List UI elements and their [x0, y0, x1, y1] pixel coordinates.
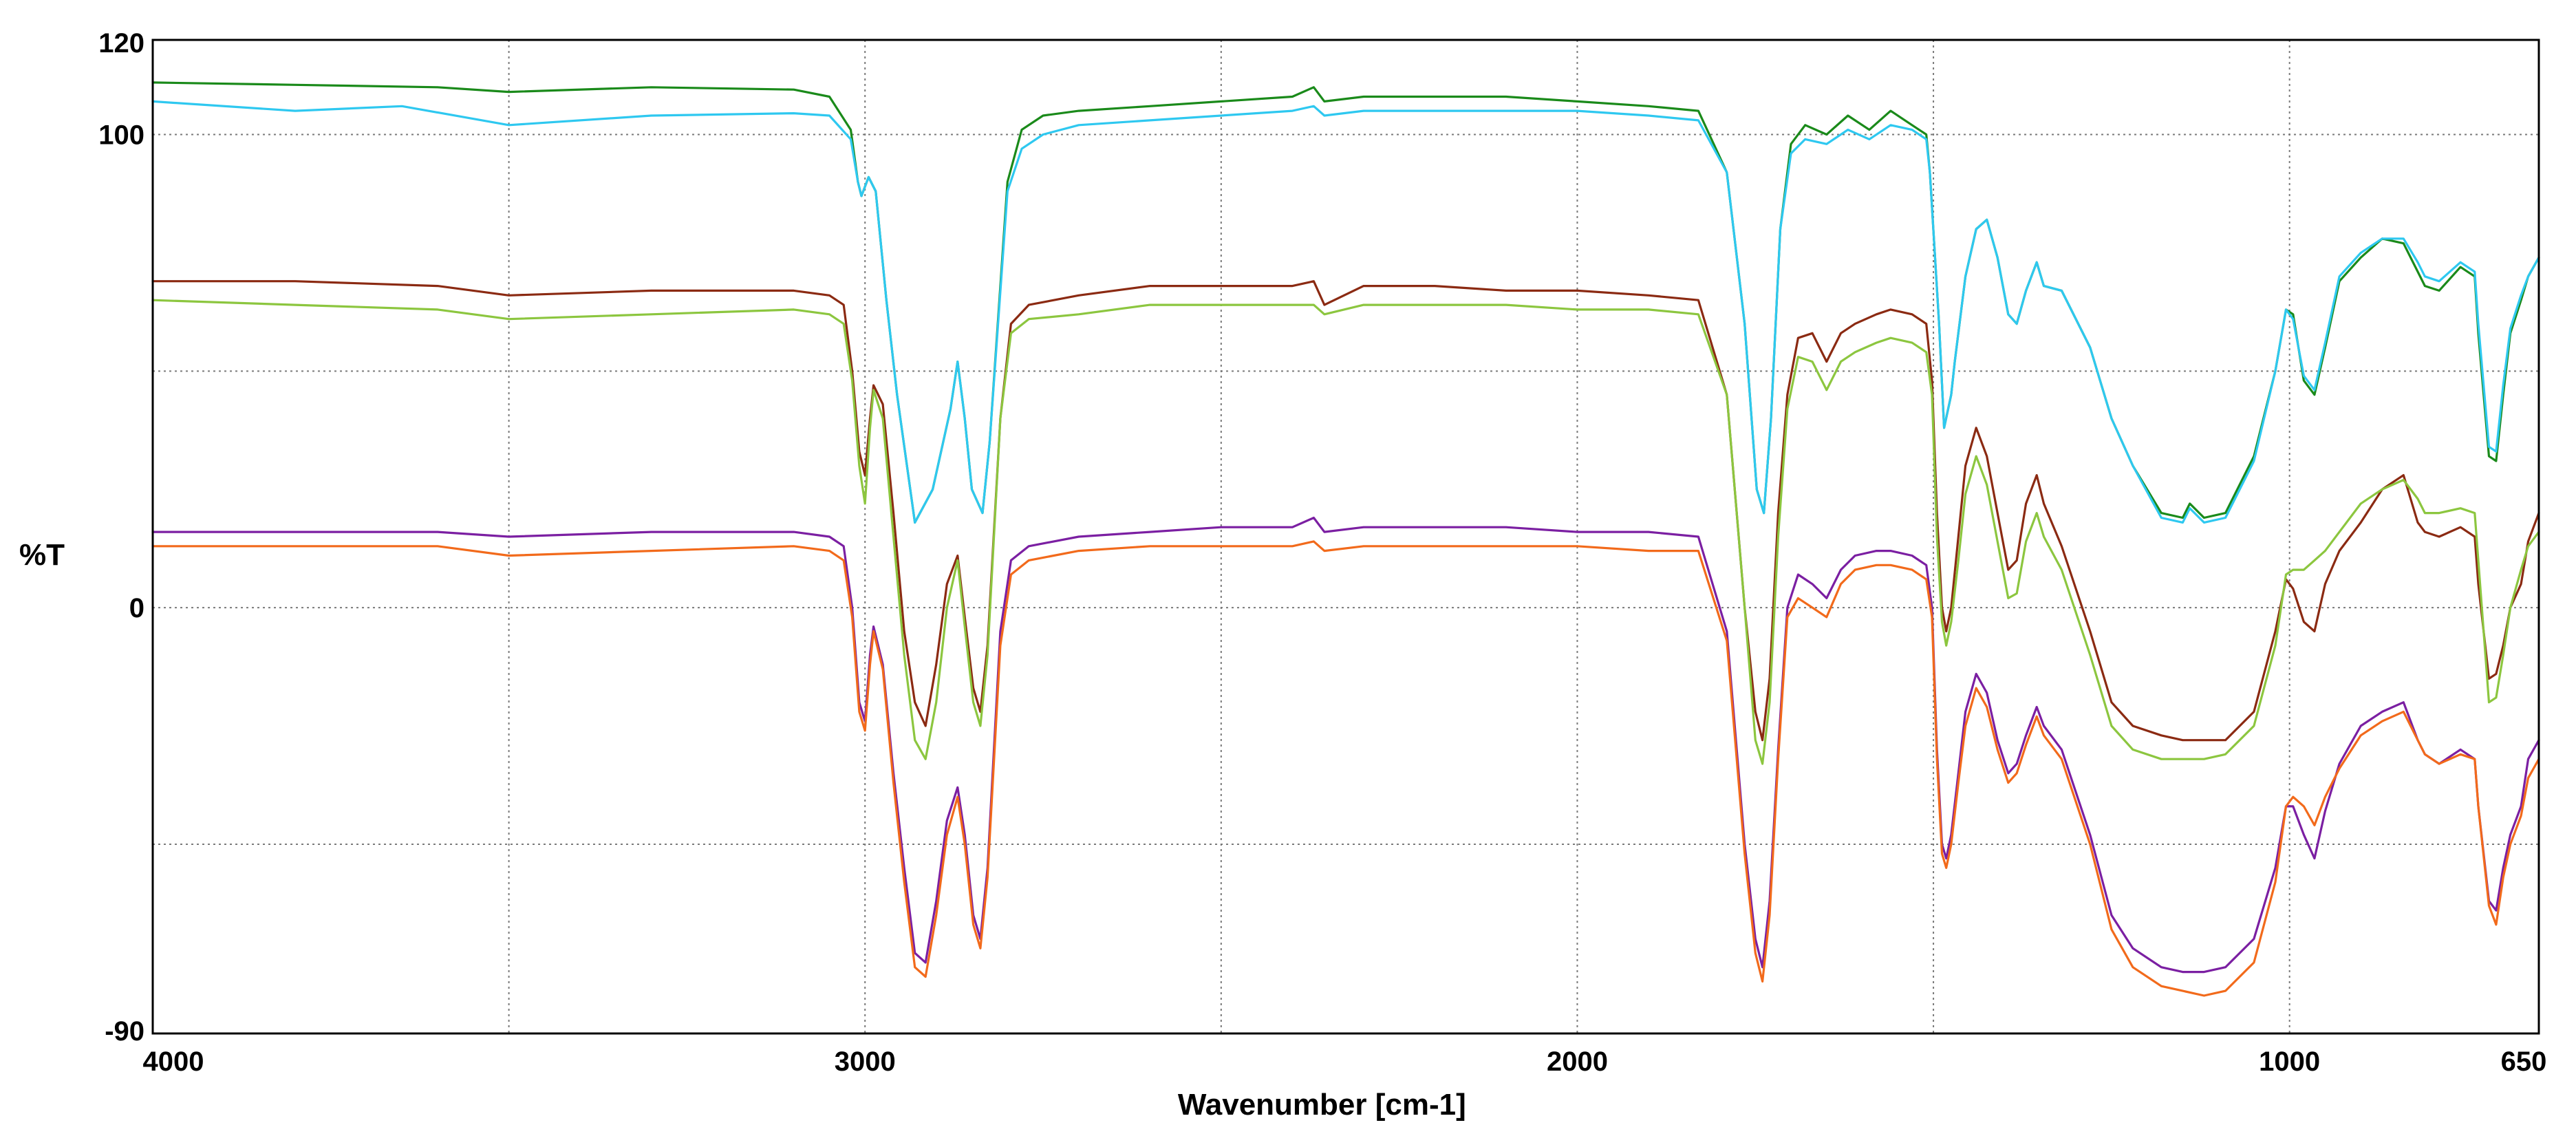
grid-lines — [153, 40, 2539, 1033]
series-line-5 — [151, 516, 2540, 974]
series-line-3 — [151, 280, 2540, 742]
x-axis-title: Wavenumber [cm-1] — [1178, 1088, 1466, 1122]
x-tick-label: 4000 — [143, 1047, 204, 1077]
y-tick-label: 120 — [98, 28, 144, 58]
series-line-2 — [151, 100, 2540, 524]
series-line-4 — [151, 299, 2540, 765]
series-line-6 — [151, 540, 2540, 997]
plot-frame — [151, 39, 2540, 1035]
y-tick-label: 100 — [98, 120, 144, 151]
series-layer — [151, 81, 2540, 997]
y-tick-label: -90 — [105, 1016, 144, 1047]
x-tick-label: 1000 — [2259, 1047, 2320, 1077]
x-axis-ticks: 4000 3000 2000 1000 650 — [143, 1047, 2547, 1077]
y-axis-title: %T — [19, 538, 65, 572]
x-tick-label: 2000 — [1547, 1047, 1608, 1077]
x-tick-label: 3000 — [835, 1047, 896, 1077]
x-tick-label: 650 — [2501, 1047, 2547, 1077]
y-axis-ticks: 120 100 0 -90 — [98, 28, 144, 1047]
y-tick-label: 0 — [129, 593, 144, 623]
